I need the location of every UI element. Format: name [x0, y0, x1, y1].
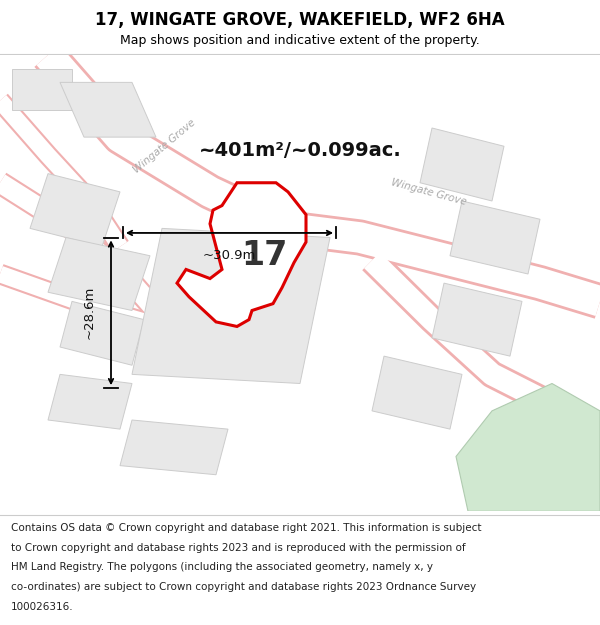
Text: HM Land Registry. The polygons (including the associated geometry, namely x, y: HM Land Registry. The polygons (includin…	[11, 562, 433, 572]
Polygon shape	[48, 238, 150, 311]
Polygon shape	[372, 356, 462, 429]
Polygon shape	[177, 182, 306, 326]
Text: Wingate Grove: Wingate Grove	[390, 177, 467, 207]
Text: to Crown copyright and database rights 2023 and is reproduced with the permissio: to Crown copyright and database rights 2…	[11, 542, 466, 552]
Polygon shape	[120, 420, 228, 475]
Polygon shape	[132, 228, 330, 384]
Polygon shape	[420, 128, 504, 201]
Text: 17: 17	[241, 239, 287, 272]
Polygon shape	[30, 174, 120, 247]
Polygon shape	[450, 201, 540, 274]
Text: ~401m²/~0.099ac.: ~401m²/~0.099ac.	[199, 141, 401, 160]
Text: Contains OS data © Crown copyright and database right 2021. This information is : Contains OS data © Crown copyright and d…	[11, 522, 481, 532]
Text: Wingate Grove: Wingate Grove	[132, 118, 198, 175]
Text: Map shows position and indicative extent of the property.: Map shows position and indicative extent…	[120, 34, 480, 47]
Polygon shape	[432, 283, 522, 356]
Polygon shape	[48, 374, 132, 429]
Text: 17, WINGATE GROVE, WAKEFIELD, WF2 6HA: 17, WINGATE GROVE, WAKEFIELD, WF2 6HA	[95, 11, 505, 29]
Polygon shape	[12, 69, 72, 110]
Polygon shape	[60, 82, 156, 137]
Polygon shape	[60, 301, 144, 365]
Polygon shape	[456, 384, 600, 511]
Text: ~28.6m: ~28.6m	[83, 286, 96, 339]
Text: 100026316.: 100026316.	[11, 602, 73, 612]
Text: ~30.9m: ~30.9m	[203, 249, 256, 262]
Text: co-ordinates) are subject to Crown copyright and database rights 2023 Ordnance S: co-ordinates) are subject to Crown copyr…	[11, 582, 476, 592]
